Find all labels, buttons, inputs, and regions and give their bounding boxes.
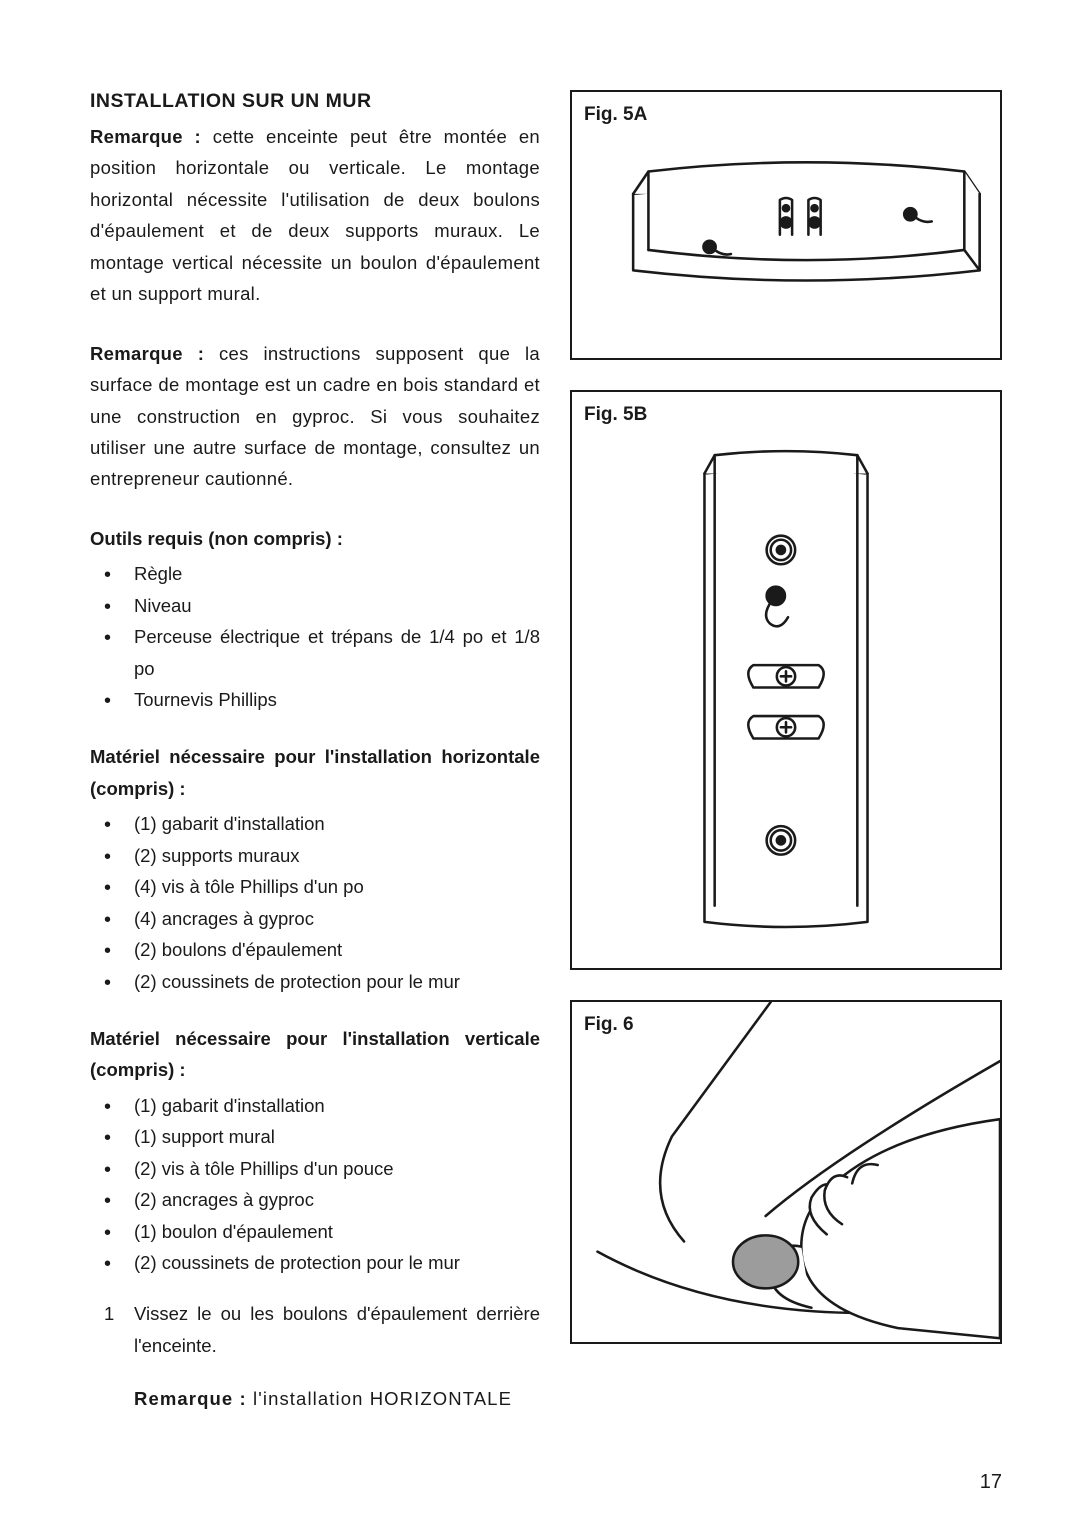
list-item: (2) coussinets de protection pour le mur (104, 966, 540, 997)
list-item: (2) coussinets de protection pour le mur (104, 1247, 540, 1278)
section-heading: INSTALLATION SUR UN MUR (90, 90, 540, 113)
figure-5a-label: Fig. 5A (584, 104, 988, 126)
figure-6-label: Fig. 6 (584, 1014, 988, 1036)
list-item: Règle (104, 558, 540, 589)
list-item: (2) boulons d'épaulement (104, 934, 540, 965)
list-item: (4) vis à tôle Phillips d'un po (104, 871, 540, 902)
figure-6-svg (572, 1002, 1000, 1353)
list-item: (2) vis à tôle Phillips d'un pouce (104, 1153, 540, 1184)
remark-label: Remarque : (90, 343, 204, 364)
list-item: Tournevis Phillips (104, 684, 540, 715)
figure-6: Fig. 6 (570, 1000, 1002, 1344)
remark-1: Remarque : cette enceinte peut être mont… (90, 121, 540, 310)
text-column: INSTALLATION SUR UN MUR Remarque : cette… (90, 90, 540, 1492)
list-item: (1) gabarit d'installation (104, 808, 540, 839)
figure-5a-svg (572, 92, 1000, 367)
step-1-note-text: l'installation HORIZONTALE (247, 1388, 512, 1409)
step-1: 1 Vissez le ou les boulons d'épaulement … (90, 1298, 540, 1361)
list-item: (1) boulon d'épaulement (104, 1216, 540, 1247)
tools-list: Règle Niveau Perceuse électrique et trép… (90, 558, 540, 715)
vert-list: (1) gabarit d'installation (1) support m… (90, 1090, 540, 1279)
vert-heading: Matériel nécessaire pour l'installation … (90, 1023, 540, 1086)
list-item: Perceuse électrique et trépans de 1/4 po… (104, 621, 540, 684)
remark-2: Remarque : ces instructions supposent qu… (90, 338, 540, 495)
step-text: Vissez le ou les boulons d'épaulement de… (134, 1298, 540, 1361)
tools-heading: Outils requis (non compris) : (90, 523, 540, 554)
remark-1-text: cette enceinte peut être montée en posit… (90, 126, 540, 304)
list-item: (1) gabarit d'installation (104, 1090, 540, 1121)
figure-column: Fig. 5A (570, 90, 1002, 1492)
figure-5b-svg (572, 392, 1000, 983)
list-item: Niveau (104, 590, 540, 621)
figure-5b-label: Fig. 5B (584, 404, 988, 426)
horiz-list: (1) gabarit d'installation (2) supports … (90, 808, 540, 997)
list-item: (4) ancrages à gyproc (104, 903, 540, 934)
list-item: (2) ancrages à gyproc (104, 1184, 540, 1215)
horiz-heading: Matériel nécessaire pour l'installation … (90, 741, 540, 804)
step-number: 1 (104, 1298, 134, 1361)
list-item: (1) support mural (104, 1121, 540, 1152)
figure-5b: Fig. 5B (570, 390, 1002, 970)
step-1-note: Remarque : l'installation HORIZONTALE (90, 1383, 540, 1414)
list-item: (2) supports muraux (104, 840, 540, 871)
remark-2-text: ces instructions supposent que la surfac… (90, 343, 540, 490)
page-number: 17 (980, 1471, 1002, 1494)
figure-5a: Fig. 5A (570, 90, 1002, 360)
remark-label: Remarque : (134, 1388, 247, 1409)
remark-label: Remarque : (90, 126, 201, 147)
